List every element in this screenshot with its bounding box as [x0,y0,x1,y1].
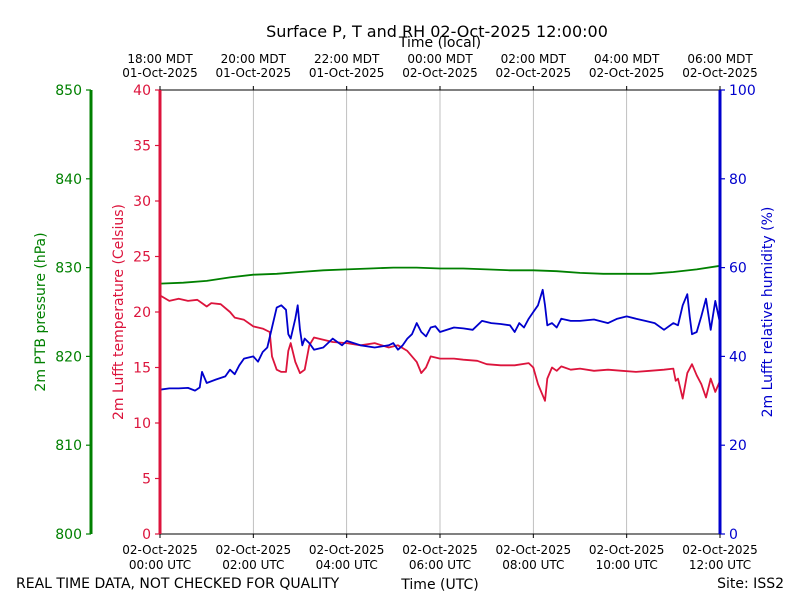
top-tick-label: 18:00 MDT [127,52,193,66]
axes: 800 810 820 830 840 850 0 5 10 15 20 25 30 35 40 0 20 40 6… [55,83,755,543]
temperature-axis-title: 2m Lufft temperature (Celsius) [111,204,127,420]
temperature-series-line [159,294,721,402]
chart-title: Surface P, T and RH 02-Oct-2025 12:00:00 [266,22,608,41]
humidity-tick-label: 0 [729,527,738,543]
temperature-tick-label: 25 [133,250,151,266]
humidity-tick-label: 40 [729,349,747,365]
bottom-tick-label: 06:00 UTC [409,558,471,572]
top-tick-label: 02:00 MDT [501,52,567,66]
pressure-series-line [159,264,721,285]
quality-disclaimer: REAL TIME DATA, NOT CHECKED FOR QUALITY [16,576,340,592]
top-tick-date: 01-Oct-2025 [122,66,198,80]
bottom-tick-label: 08:00 UTC [502,558,564,572]
humidity-tick-label: 100 [729,83,756,99]
bottom-tick-date: 02-Oct-2025 [402,543,478,557]
pressure-tick-label: 830 [55,261,82,277]
pressure-tick-label: 820 [55,349,82,365]
bottom-tick-date: 02-Oct-2025 [216,543,292,557]
bottom-tick-date: 02-Oct-2025 [589,543,665,557]
top-tick-label: 00:00 MDT [407,52,473,66]
top-tick-label: 06:00 MDT [687,52,753,66]
temperature-tick-label: 5 [142,472,151,488]
humidity-tick-label: 80 [729,172,747,188]
bottom-tick-label: 12:00 UTC [689,558,751,572]
bottom-tick-label: 02:00 UTC [222,558,284,572]
bottom-tick-label: 10:00 UTC [596,558,658,572]
temperature-tick-label: 15 [133,361,151,377]
top-tick-date: 02-Oct-2025 [682,66,758,80]
top-tick-label: 04:00 MDT [594,52,660,66]
pressure-tick-label: 850 [55,83,82,99]
series-lines [159,264,721,402]
top-tick-label: 20:00 MDT [221,52,287,66]
temperature-tick-label: 30 [133,194,151,210]
vertical-gridlines [252,90,628,534]
top-tick-label: 22:00 MDT [314,52,380,66]
top-axis-title: Time (local) [398,35,481,51]
humidity-axis-title: 2m Lufft relative humidity (%) [760,207,776,418]
humidity-series-line [159,288,721,392]
pressure-tick-label: 810 [55,438,82,454]
bottom-tick-date: 02-Oct-2025 [122,543,198,557]
bottom-tick-date: 02-Oct-2025 [309,543,385,557]
top-tick-date: 02-Oct-2025 [589,66,665,80]
top-tick-date: 01-Oct-2025 [309,66,385,80]
temperature-tick-label: 40 [133,83,151,99]
bottom-tick-date: 02-Oct-2025 [682,543,758,557]
humidity-tick-label: 60 [729,261,747,277]
bottom-tick-date: 02-Oct-2025 [496,543,572,557]
temperature-tick-label: 35 [133,139,151,155]
bottom-tick-label: 04:00 UTC [316,558,378,572]
pressure-tick-label: 840 [55,172,82,188]
x-axis-title: Time (UTC) [400,577,478,593]
bottom-tick-label: 00:00 UTC [129,558,191,572]
top-tick-date: 02-Oct-2025 [402,66,478,80]
site-label: Site: ISS2 [717,576,784,592]
humidity-tick-label: 20 [729,438,747,454]
top-tick-date: 01-Oct-2025 [216,66,292,80]
top-tick-date: 02-Oct-2025 [496,66,572,80]
pressure-tick-label: 800 [55,527,82,543]
temperature-tick-label: 10 [133,416,151,432]
pressure-axis-title: 2m PTB pressure (hPa) [33,232,49,391]
temperature-tick-label: 20 [133,305,151,321]
temperature-tick-label: 0 [142,527,151,543]
